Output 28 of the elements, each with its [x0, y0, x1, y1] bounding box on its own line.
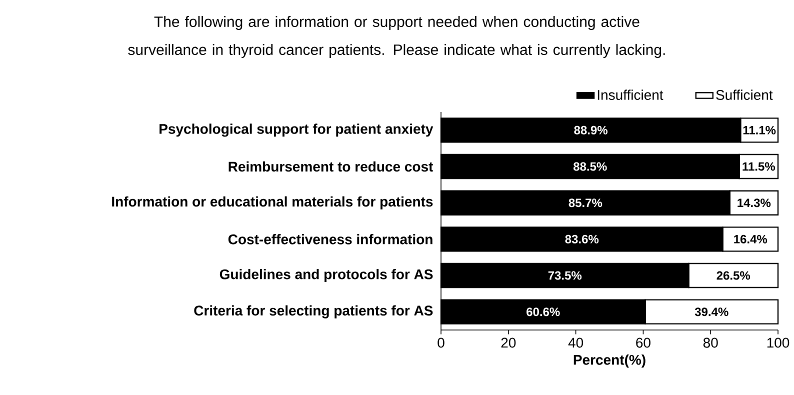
data-label: 83.6%: [565, 234, 599, 244]
data-label: 60.6%: [526, 308, 560, 316]
y-tick-label: Reimbursement to reduce cost: [228, 161, 434, 172]
y-tick-label: Criteria for selecting patients for AS: [194, 305, 433, 318]
data-label: 11.5%: [742, 162, 776, 171]
data-label: 88.5%: [573, 162, 607, 171]
data-label: 11.1%: [743, 126, 776, 134]
y-tick-label: Information or educational materials for patients: [112, 196, 433, 210]
legend-label: Sufficient: [716, 90, 773, 100]
y-tick-label: Guidelines and protocols for AS: [220, 268, 433, 282]
data-label: 88.9%: [574, 126, 608, 134]
x-tick-label: 80: [703, 338, 718, 348]
x-tick-label: 0: [438, 338, 444, 348]
chart-title: The following are information or support needed when conducting active surveillance in thyroid cancer patients. Please indicate what is currently lacking.: [128, 16, 665, 58]
x-tick-label: 100: [767, 338, 790, 348]
data-label: 16.4%: [734, 234, 768, 244]
data-label: 85.7%: [568, 198, 602, 208]
x-axis-title: Percent(%): [574, 354, 646, 368]
data-label: 73.5%: [548, 271, 582, 280]
x-tick-label: 20: [501, 338, 516, 348]
data-label: 14.3%: [738, 198, 771, 208]
x-tick-label: 60: [636, 338, 650, 348]
y-tick-label: Cost-effectiveness information: [228, 234, 432, 244]
y-tick-label: Psychological support for patient anxiety: [160, 124, 434, 137]
data-label: 26.5%: [716, 271, 750, 280]
x-tick-label: 40: [568, 338, 584, 348]
data-label: 39.4%: [694, 308, 728, 316]
legend-label: Insufficient: [598, 90, 664, 100]
